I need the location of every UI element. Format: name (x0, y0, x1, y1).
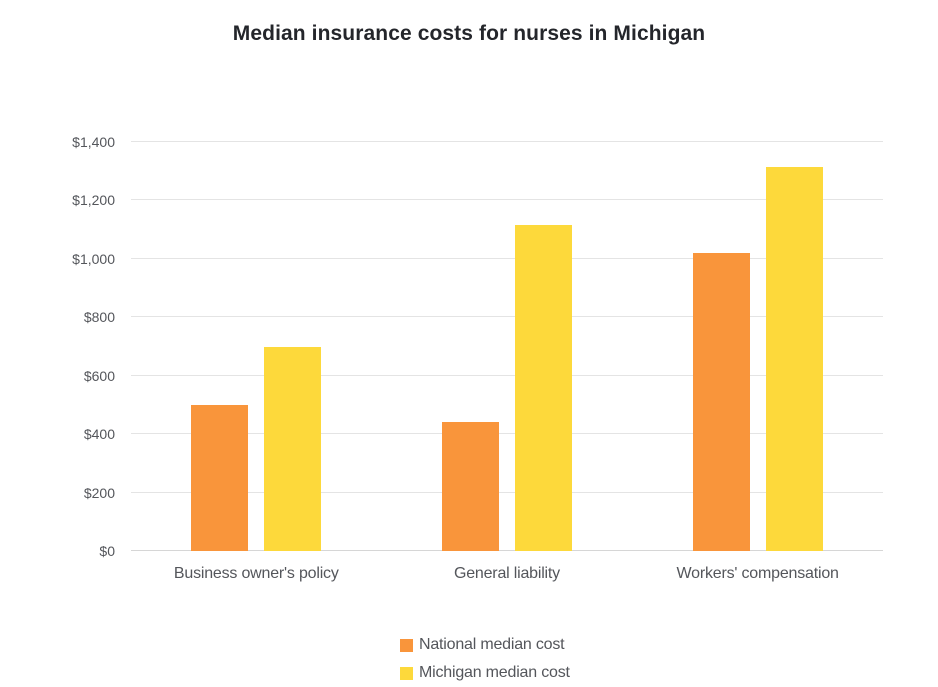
legend-label-michigan: Michigan median cost (419, 664, 570, 681)
legend: National median cost Michigan median cost (400, 636, 570, 687)
y-tick-label-1400: $1,400 (72, 134, 115, 150)
y-tick-label-1200: $1,200 (72, 192, 115, 209)
gridline-1200 (131, 199, 883, 201)
y-tick-label-800: $800 (83, 309, 115, 326)
category-label-business-owner-s-policy: Business owner's policy (173, 565, 339, 582)
gridline-600 (131, 374, 883, 376)
gridline-1400 (131, 141, 883, 142)
bar-national-business-owner-s-policy (191, 404, 249, 551)
plot-area (131, 141, 883, 551)
y-tick-label-200: $200 (83, 484, 115, 501)
gridline-800 (131, 316, 883, 318)
bar-national-general-liability (441, 422, 499, 551)
chart-title: Median insurance costs for nurses in Mic… (232, 22, 706, 45)
bar-national-workers-compensation (692, 253, 750, 551)
y-tick-label-0: $0 (99, 543, 115, 559)
y-tick-label-400: $400 (83, 426, 115, 443)
gridline-200 (131, 491, 883, 493)
legend-item-national: National median cost (400, 636, 570, 653)
category-label-workers-compensation: Workers' compensation (676, 565, 839, 582)
bar-michigan-workers-compensation (765, 166, 823, 551)
legend-marker-michigan-swatch-icon (400, 666, 413, 680)
legend-marker-national-swatch-icon (400, 638, 413, 652)
bar-michigan-business-owner-s-policy (264, 346, 322, 551)
bar-michigan-general-liability (514, 225, 572, 551)
category-label-general-liability: General liability (453, 565, 560, 582)
gridline-400 (131, 433, 883, 435)
legend-item-michigan: Michigan median cost (400, 664, 570, 681)
gridline-1000 (131, 257, 883, 259)
y-tick-label-1000: $1,000 (72, 250, 115, 267)
legend-label-national: National median cost (419, 636, 565, 653)
y-tick-label-600: $600 (83, 367, 115, 384)
gridline-0 (131, 550, 883, 551)
